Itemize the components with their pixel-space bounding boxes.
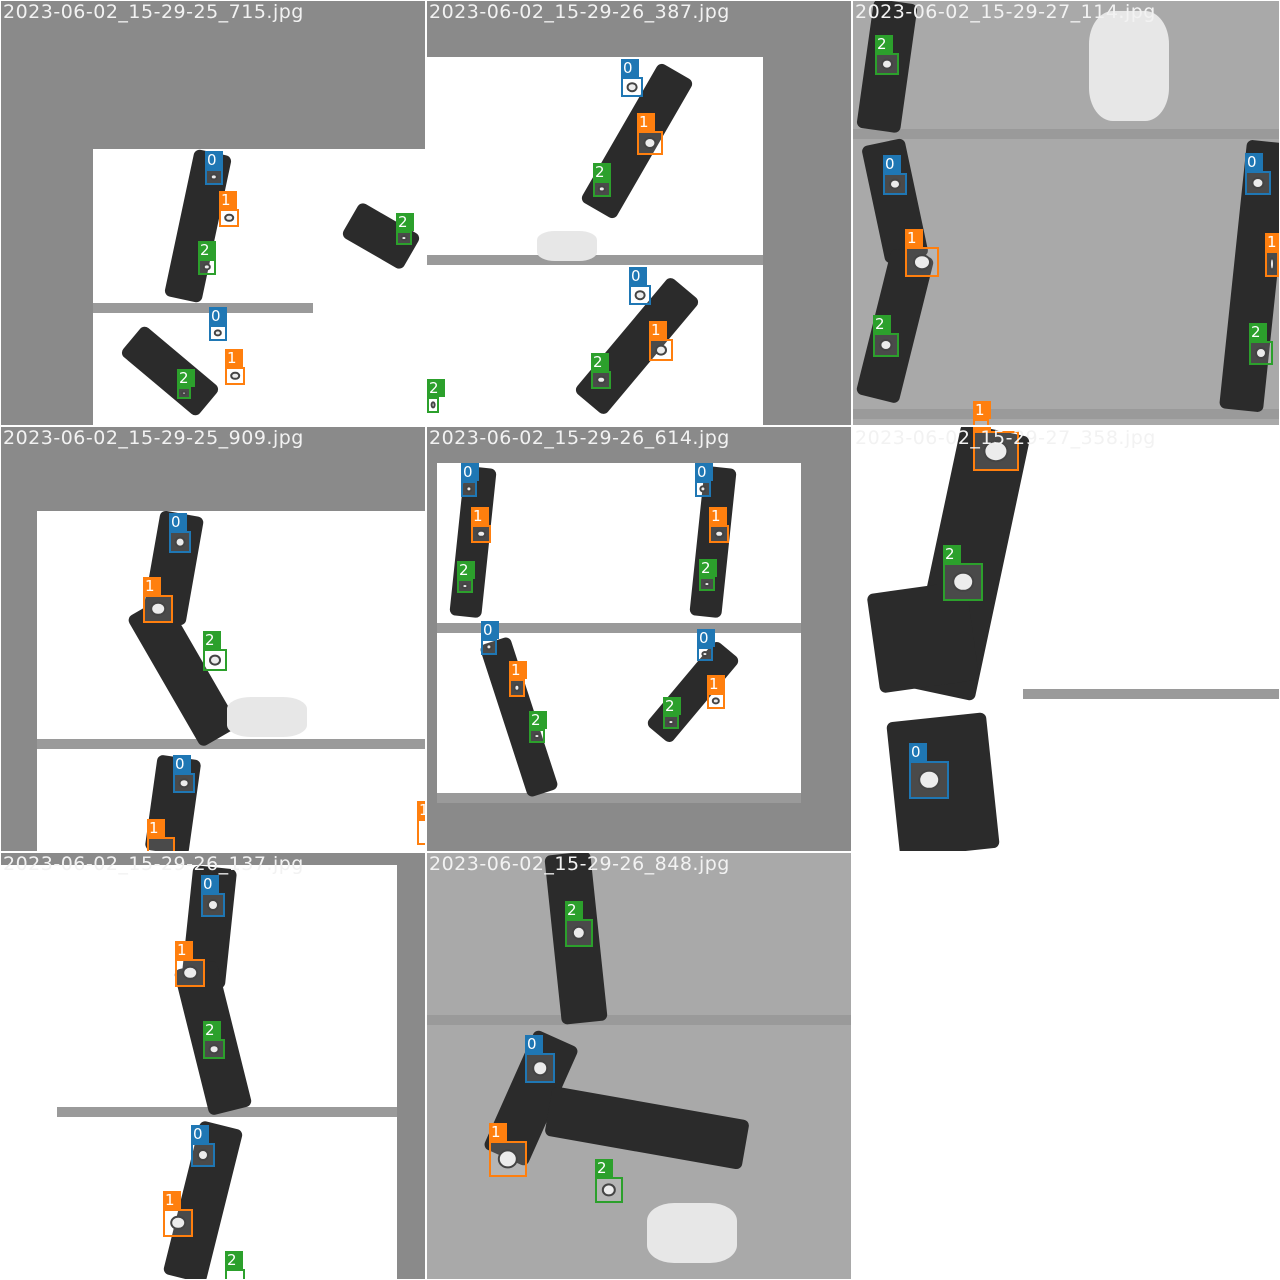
detection-box-class-0: 0: [481, 621, 499, 655]
detection-box-class-2: 2: [529, 711, 547, 743]
tile-filename: 2023-06-02_15-29-26_387.jpg: [429, 1, 730, 23]
floor-strip: [57, 1107, 397, 1117]
image-pane: [37, 511, 425, 851]
floor-strip: [427, 255, 763, 265]
shoe: [537, 231, 597, 261]
shoe: [227, 697, 307, 737]
mosaic-tile-6: 1 2 0 2023-06-02_15-29-27_358.jpg: [852, 426, 1280, 852]
mosaic-tile-3: 2 0 1 2 0 1 2 1 2023-06-02_15-29-27_114.…: [852, 0, 1280, 426]
tile-filename: 2023-06-02_15-29-27_358.jpg: [855, 427, 1156, 449]
detection-box-class-1: 1: [709, 507, 729, 543]
mosaic-tile-7: 0 1 2 0 1 2 2023-06-02_15-29-26_137.jpg: [0, 852, 426, 1280]
shoe: [647, 1203, 737, 1263]
tile-filename: 2023-06-02_15-29-25_715.jpg: [3, 1, 304, 23]
detection-box-class-1: 1: [147, 819, 175, 851]
floor-strip: [93, 303, 313, 313]
detection-box-class-1: 1: [471, 507, 491, 543]
detection-box-class-0: 0: [621, 59, 643, 97]
mosaic-tile-8: 2 0 1 2 2023-06-02_15-29-26_848.jpg: [426, 852, 852, 1280]
exoskeleton-leg: [544, 1086, 750, 1170]
mosaic-tile-4: 0 1 2 0 1 1 2023-06-02_15-29-25_909.jpg: [0, 426, 426, 852]
detection-box-class-1: 1: [143, 577, 173, 623]
detection-box-class-2: 2: [457, 561, 475, 593]
detection-box-class-2: 2: [225, 1251, 245, 1279]
detection-box-class-1: 1: [649, 321, 673, 361]
tile-filename: 2023-06-02_15-29-27_114.jpg: [855, 1, 1156, 23]
floor-strip: [37, 739, 425, 749]
detection-box-class-2: 2: [699, 559, 717, 591]
detection-box-class-0: 0: [169, 513, 191, 553]
detection-box-class-1: 1: [637, 113, 663, 155]
detection-box-class-2: 2: [875, 35, 899, 75]
detection-box-class-2: 2: [1249, 323, 1273, 365]
detection-box-class-0: 0: [191, 1125, 215, 1167]
mosaic-tile-2: 0 1 2 0 1 2 2 2023-06-02_15-29-26_387.jp…: [426, 0, 852, 426]
detection-box-class-2: 2: [593, 163, 611, 197]
tile-filename: 2023-06-02_15-29-26_137.jpg: [3, 853, 304, 875]
detection-box-class-1: 1: [1265, 233, 1279, 277]
detection-box-class-0: 0: [201, 875, 225, 917]
detection-box-class-1: 1: [973, 401, 991, 425]
image-pane: [93, 149, 425, 425]
detection-box-class-0: 0: [629, 267, 651, 305]
detection-box-class-1: 1: [163, 1191, 193, 1237]
floor-strip: [437, 623, 801, 633]
detection-box-class-2: 2: [396, 213, 414, 245]
detection-box-class-1: 1: [905, 229, 939, 277]
floor-strip: [437, 793, 801, 803]
detection-box-class-2: 2: [595, 1159, 623, 1203]
detection-box-class-1: 1: [707, 675, 725, 709]
detection-box-class-2: 2: [873, 315, 899, 357]
detection-box-class-0: 0: [525, 1035, 555, 1083]
floor-strip: [427, 1015, 851, 1025]
detection-box-class-2: 2: [198, 241, 216, 275]
detection-box-class-2: 2: [203, 1021, 225, 1059]
detection-box-class-2: 2: [177, 369, 195, 399]
tile-filename: 2023-06-02_15-29-25_909.jpg: [3, 427, 304, 449]
detection-box-class-0: 0: [461, 463, 479, 497]
detection-box-class-0: 0: [173, 755, 195, 793]
detection-box-class-0: 0: [697, 629, 715, 661]
detection-box-class-0: 0: [209, 307, 227, 341]
detection-box-class-1: 1: [225, 349, 245, 385]
detection-box-class-2: 2: [943, 545, 983, 601]
mosaic-tile-empty: [852, 852, 1280, 1280]
detection-box-class-0: 0: [909, 743, 949, 799]
floor-strip: [853, 409, 1279, 419]
detection-box-class-2: 2: [663, 697, 681, 729]
tile-filename: 2023-06-02_15-29-26_614.jpg: [429, 427, 730, 449]
detection-box-class-1: 1: [489, 1123, 527, 1177]
detection-box-class-0: 0: [1245, 153, 1271, 195]
detection-box-class-0: 0: [883, 155, 907, 195]
detection-box-class-0: 0: [205, 151, 223, 185]
mosaic-tile-1: 0 1 2 2 0 1 2 2023-06-02_15-29-25_715.jp…: [0, 0, 426, 426]
detection-box-class-2: 2: [203, 631, 227, 671]
detection-box-class-1: 1: [509, 661, 527, 697]
detection-box-class-1: 1: [219, 191, 239, 227]
shoe: [1089, 11, 1169, 121]
detection-box-class-2: 2: [427, 379, 445, 413]
detection-box-class-1: 1: [175, 941, 205, 987]
detection-box-class-0: 0: [695, 463, 713, 497]
detection-box-class-2: 2: [565, 901, 593, 947]
floor-strip: [853, 129, 1279, 139]
mosaic-tile-5: 0 1 2 0 1 2 0 1 2 0 1 2 2023-06-02_15-29…: [426, 426, 852, 852]
detection-box-class-1: 1: [973, 427, 1019, 471]
detection-box-class-2: 2: [591, 353, 611, 389]
tile-filename: 2023-06-02_15-29-26_848.jpg: [429, 853, 730, 875]
floor-strip: [1023, 689, 1279, 699]
detection-box-class-1: 1: [417, 801, 425, 845]
